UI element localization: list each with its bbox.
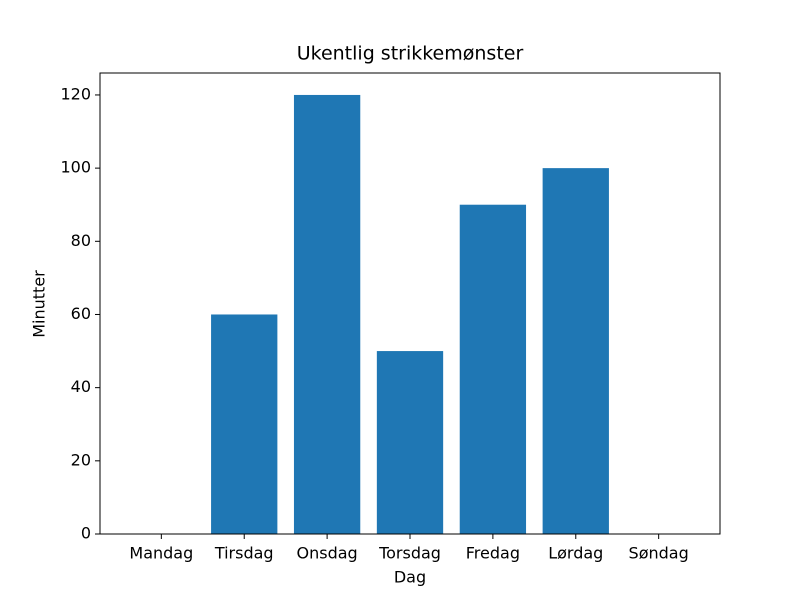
y-tick-label: 120 [60,84,91,103]
x-tick-label: Søndag [629,544,689,563]
y-tick-label: 80 [71,231,91,250]
plot-frame [99,72,721,535]
x-tick-label: Lørdag [548,544,603,563]
bar [459,204,527,534]
y-tick-label: 0 [81,524,91,543]
x-axis-label: Dag [394,568,426,587]
y-tick-label: 60 [71,304,91,323]
bar [293,94,361,534]
y-tick-label: 40 [71,377,91,396]
x-tick-label: Tirsdag [214,544,274,563]
x-tick-label: Torsdag [378,544,441,563]
x-tick-label: Mandag [129,544,193,563]
chart-title: Ukentlig strikkemønster [297,43,524,65]
y-tick-label: 100 [60,158,91,177]
bar [376,351,444,534]
y-tick-label: 20 [71,450,91,469]
x-tick-label: Fredag [466,544,520,563]
bar [211,314,278,534]
bar [542,168,609,534]
y-axis-label: Minutter [30,270,49,338]
x-tick-label: Onsdag [297,544,358,563]
